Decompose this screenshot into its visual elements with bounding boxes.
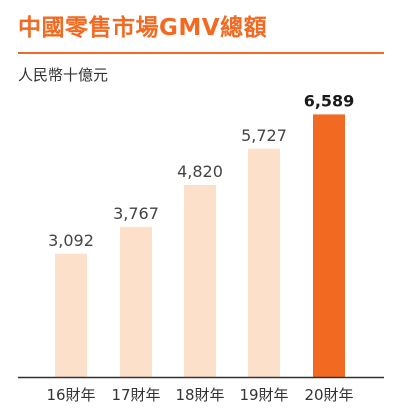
- x-tick-label-3: 18財年: [175, 386, 224, 404]
- x-tick-label-2: 17財年: [111, 386, 160, 404]
- bar-2: [120, 226, 152, 377]
- data-label-3: 4,820: [177, 162, 223, 181]
- bar-3: [184, 184, 216, 377]
- bar-1: [55, 253, 87, 377]
- bar-5: [313, 114, 345, 377]
- bar-4: [248, 148, 280, 377]
- data-label-5: 6,589: [304, 91, 355, 110]
- chart-title: 中國零售市場GMV總額: [18, 15, 268, 41]
- x-tick-label-1: 16財年: [46, 386, 95, 404]
- title-divider: [18, 52, 384, 54]
- x-tick-label-5: 20財年: [304, 386, 353, 404]
- data-label-1: 3,092: [48, 231, 94, 250]
- x-tick-label-4: 19財年: [239, 386, 288, 404]
- data-label-2: 3,767: [113, 204, 159, 223]
- unit-label: 人民幣十億元: [18, 66, 109, 84]
- data-label-4: 5,727: [241, 126, 287, 145]
